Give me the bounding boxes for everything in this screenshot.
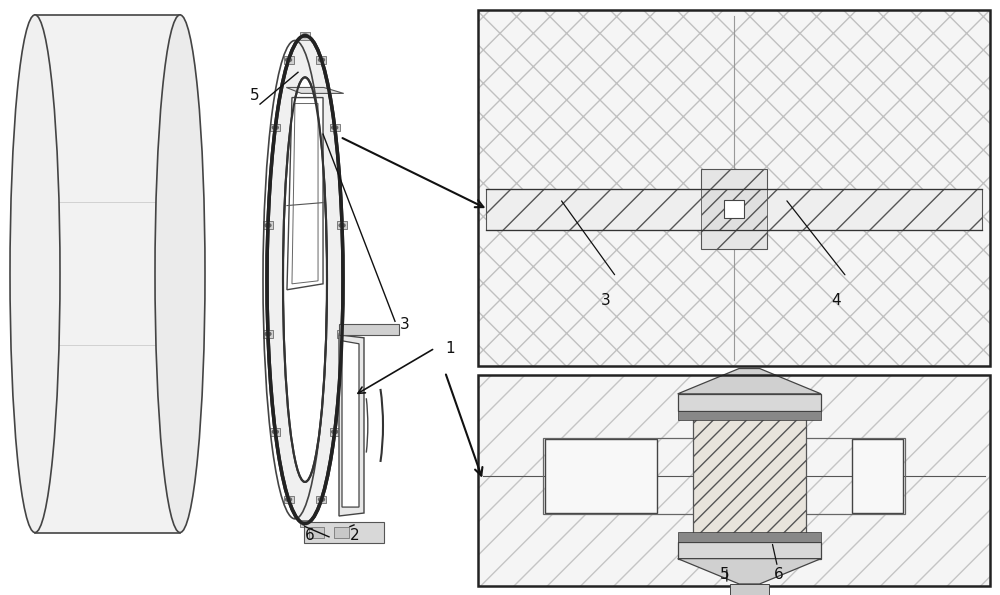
Polygon shape	[678, 559, 821, 584]
Polygon shape	[286, 87, 344, 93]
Bar	[35, 15, 180, 533]
Bar	[284, 56, 294, 64]
Bar	[701, 189, 767, 230]
Circle shape	[265, 224, 271, 227]
Text: 4: 4	[832, 293, 841, 308]
Polygon shape	[339, 335, 364, 516]
Bar	[304, 522, 384, 543]
Polygon shape	[678, 368, 821, 394]
Circle shape	[265, 332, 271, 336]
Bar	[724, 201, 744, 218]
Circle shape	[318, 58, 324, 62]
Bar	[316, 56, 326, 64]
Bar	[478, 10, 990, 366]
Bar	[334, 527, 349, 538]
Bar	[330, 428, 340, 436]
Circle shape	[339, 224, 345, 227]
Circle shape	[318, 497, 324, 501]
Polygon shape	[342, 341, 359, 507]
Circle shape	[339, 332, 345, 336]
Circle shape	[302, 522, 308, 525]
Bar	[478, 375, 990, 586]
Bar	[678, 411, 821, 420]
Bar	[730, 584, 769, 595]
Bar	[543, 438, 905, 515]
Bar	[316, 496, 326, 503]
Bar	[330, 124, 340, 131]
Ellipse shape	[155, 15, 205, 533]
Bar	[300, 520, 310, 527]
Bar	[270, 428, 280, 436]
Text: 3: 3	[400, 317, 410, 332]
Bar	[284, 496, 294, 503]
Text: 5: 5	[720, 567, 729, 582]
Text: 5: 5	[250, 87, 260, 103]
Bar	[300, 32, 310, 40]
Circle shape	[272, 430, 278, 434]
Circle shape	[332, 126, 338, 129]
Bar	[545, 439, 657, 513]
Bar	[478, 375, 990, 586]
Circle shape	[332, 430, 338, 434]
Bar	[337, 221, 347, 229]
Bar	[678, 541, 821, 559]
Bar	[852, 439, 903, 513]
Bar	[701, 170, 767, 189]
Ellipse shape	[267, 36, 343, 524]
Text: 6: 6	[305, 528, 315, 543]
Bar	[339, 324, 399, 335]
Bar	[478, 10, 990, 366]
Polygon shape	[287, 98, 323, 290]
Bar	[337, 330, 347, 338]
Bar	[263, 330, 273, 338]
Circle shape	[302, 34, 308, 37]
Circle shape	[286, 58, 292, 62]
Bar	[309, 527, 324, 538]
Bar	[678, 394, 821, 411]
Bar	[693, 411, 806, 541]
Circle shape	[272, 126, 278, 129]
Bar	[701, 230, 767, 249]
Ellipse shape	[10, 15, 60, 533]
Text: 2: 2	[350, 528, 360, 543]
Bar	[678, 533, 821, 541]
Text: 1: 1	[445, 340, 455, 356]
Bar	[0, 0, 476, 595]
Ellipse shape	[283, 77, 327, 482]
Text: 6: 6	[774, 567, 784, 582]
Bar	[486, 189, 982, 230]
Bar	[263, 221, 273, 229]
Circle shape	[286, 497, 292, 501]
Bar	[270, 124, 280, 131]
Text: 3: 3	[601, 293, 611, 308]
